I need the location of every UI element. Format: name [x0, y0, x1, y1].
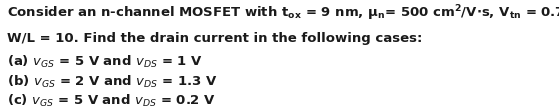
Text: (b) $\mathit{v}_{\mathit{GS}}$ = 2 V and $\mathit{v}_{\mathit{DS}}$ = 1.3 V: (b) $\mathit{v}_{\mathit{GS}}$ = 2 V and… [7, 73, 217, 89]
Text: (d) $\mathit{v}_{\mathit{GS}}$ = $\mathit{v}_{\mathit{DS}}$ = 5 V: (d) $\mathit{v}_{\mathit{GS}}$ = $\mathi… [7, 111, 142, 112]
Text: W/L = 10. Find the drain current in the following cases:: W/L = 10. Find the drain current in the … [7, 31, 422, 44]
Text: (a) $\mathit{v}_{\mathit{GS}}$ = 5 V and $\mathit{v}_{\mathit{DS}}$ = 1 V: (a) $\mathit{v}_{\mathit{GS}}$ = 5 V and… [7, 54, 203, 70]
Text: Consider an n-channel MOSFET with t$\mathbf{_{ox}}$ = 9 nm, $\mathbf{\mu_{n}}$= : Consider an n-channel MOSFET with t$\mat… [7, 3, 559, 23]
Text: (c) $\mathit{v}_{\mathit{GS}}$ = 5 V and $\mathit{v}_{\mathit{DS}}$ = 0.2 V: (c) $\mathit{v}_{\mathit{GS}}$ = 5 V and… [7, 92, 215, 108]
